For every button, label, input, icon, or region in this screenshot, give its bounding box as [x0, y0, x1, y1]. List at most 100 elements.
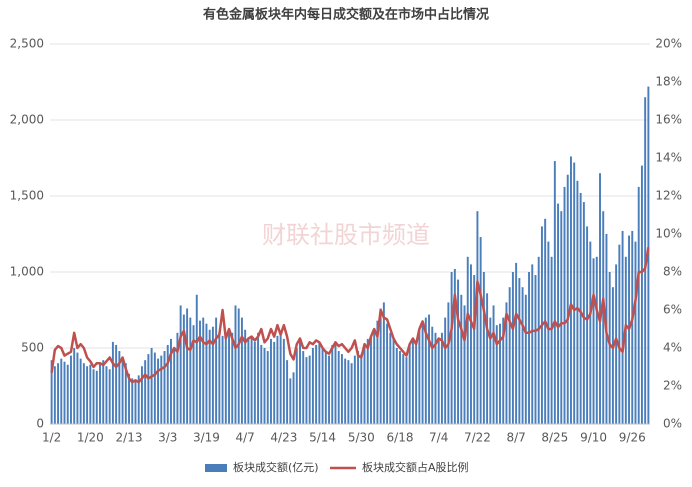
bar [324, 351, 327, 424]
bar [618, 244, 621, 424]
bar [508, 287, 511, 424]
bar [118, 351, 121, 424]
bar [257, 332, 260, 424]
bar [228, 329, 230, 424]
bar [318, 341, 321, 424]
bar [470, 264, 472, 424]
bar [279, 332, 282, 424]
x-tick-label: 9/26 [619, 431, 646, 445]
bar [418, 329, 421, 424]
bar [505, 302, 508, 424]
bar [421, 320, 424, 424]
bar [147, 354, 150, 424]
bar [205, 323, 208, 424]
x-tick-label: 1/20 [77, 431, 104, 445]
x-tick-label: 5/14 [309, 431, 336, 445]
y2-tick-label: 18% [655, 75, 682, 89]
bar [492, 305, 495, 424]
bar [150, 348, 153, 424]
bar [95, 370, 98, 424]
bar [379, 308, 382, 424]
y2-tick-label: 2% [663, 379, 682, 393]
bar [621, 230, 624, 424]
bar [463, 305, 466, 424]
bar [250, 335, 253, 424]
bar [466, 256, 469, 424]
bar [247, 338, 250, 424]
bar [60, 358, 63, 424]
y2-tick-label: 10% [655, 227, 682, 241]
bar [299, 338, 301, 424]
bar [582, 202, 585, 424]
bar [553, 161, 556, 425]
bar [518, 278, 521, 424]
y2-tick-label: 4% [663, 341, 682, 355]
bar [557, 203, 560, 424]
y2-tick-label: 6% [663, 303, 682, 317]
bar [270, 338, 272, 424]
bar [392, 338, 395, 424]
bar [611, 287, 614, 424]
bar [515, 262, 518, 424]
bar [53, 366, 56, 424]
bar [292, 372, 295, 424]
bar [450, 272, 453, 424]
bar [489, 317, 492, 424]
bar [566, 174, 569, 424]
bar [579, 192, 582, 424]
bar [295, 348, 298, 424]
bar [176, 332, 179, 424]
y2-tick-label: 16% [655, 113, 682, 127]
bar [111, 341, 114, 424]
x-tick-label: 5/30 [348, 431, 375, 445]
bar [140, 366, 143, 424]
legend-swatch [205, 464, 227, 472]
bar [315, 344, 318, 424]
bar [424, 317, 427, 424]
x-tick-label: 9/10 [580, 431, 607, 445]
y2-tick-label: 14% [655, 151, 682, 165]
bar [173, 348, 176, 424]
bar [79, 358, 82, 424]
bar [502, 317, 505, 424]
bar [534, 275, 537, 424]
bar [573, 162, 576, 424]
bar [92, 369, 95, 424]
bar [137, 375, 140, 424]
bar [244, 329, 247, 424]
bar [447, 302, 450, 424]
chart-title: 有色金属板块年内每日成交额及在市场中占比情况 [203, 7, 489, 23]
x-tick-label: 4/23 [270, 431, 297, 445]
bar [460, 294, 463, 424]
bar [50, 360, 53, 424]
bar [344, 358, 347, 424]
bar [366, 338, 369, 424]
bar [495, 325, 498, 424]
bar [131, 378, 134, 424]
bar [182, 314, 185, 424]
bar [615, 264, 618, 424]
bar [634, 241, 637, 424]
bar [89, 364, 92, 424]
y2-tick-label: 0% [663, 417, 682, 431]
bar [57, 363, 60, 424]
line [50, 247, 650, 384]
bar [99, 363, 101, 424]
bar [86, 366, 89, 424]
bar [608, 272, 611, 424]
bar [302, 351, 305, 424]
bar [328, 355, 330, 424]
bar [260, 344, 263, 424]
bar [363, 344, 366, 424]
bar [144, 360, 147, 424]
bar [76, 352, 79, 424]
bar [286, 360, 289, 424]
y-tick-label: 500 [21, 341, 44, 355]
bar [528, 272, 530, 424]
bar [163, 351, 166, 424]
bar [276, 335, 279, 424]
bar [479, 237, 482, 424]
bar [63, 361, 66, 424]
bar [376, 320, 379, 424]
bar [334, 341, 337, 424]
